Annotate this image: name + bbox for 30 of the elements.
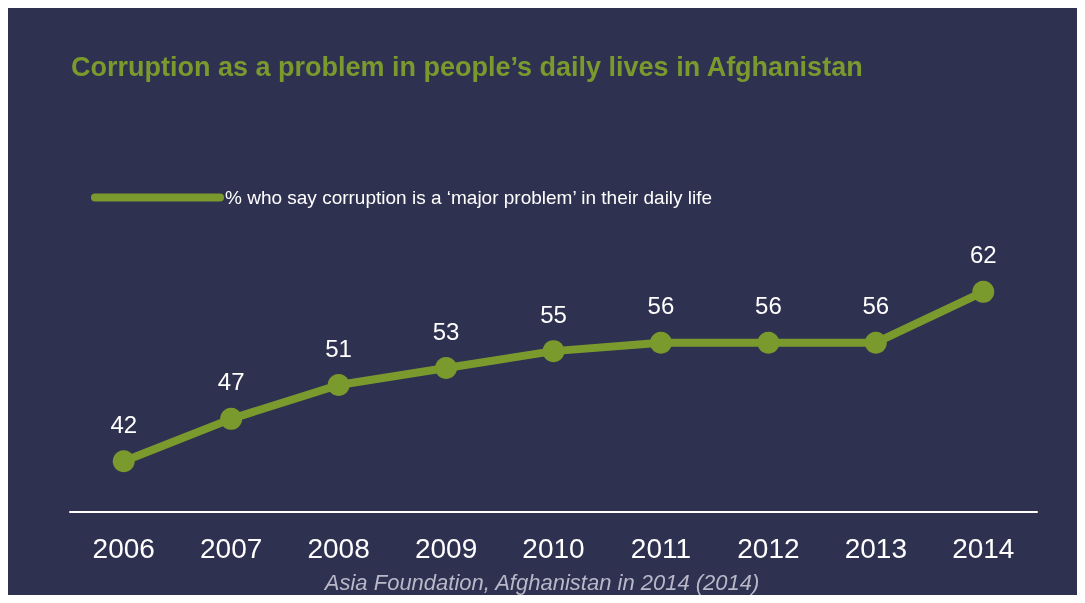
point (864, 331, 887, 354)
data-label: 56 (755, 292, 782, 320)
point (649, 331, 672, 354)
x-tick-label: 2012 (737, 532, 800, 564)
text: % who say corruption is a ‘major problem’ in their daily life (225, 187, 713, 208)
data-label: 51 (325, 334, 352, 362)
x-tick-label: 2007 (200, 532, 263, 564)
data-label: 56 (647, 292, 675, 320)
x-tick-label: 2009 (414, 532, 478, 564)
point (435, 357, 458, 380)
chart-title: Corruption as a problem in people’s daily lives in Afghanistan (71, 51, 863, 82)
text: Asia Foundation, Afghanistan in 2014 (2014) (322, 569, 760, 595)
point (327, 374, 350, 396)
x-tick-label: 2011 (630, 532, 692, 564)
data-label: 56 (862, 292, 890, 320)
x-tick-label: 2006 (92, 532, 155, 564)
point (220, 407, 243, 430)
point (112, 450, 135, 473)
data-label: 62 (969, 241, 997, 269)
x-tick-label: 2014 (952, 532, 1015, 564)
point (972, 280, 995, 303)
point (542, 340, 565, 363)
data-label: 53 (432, 317, 460, 345)
x-tick-label: 2013 (844, 532, 907, 564)
point (757, 331, 780, 354)
x-tick-label: 2008 (307, 532, 370, 564)
data-label: 47 (217, 368, 245, 396)
x-tick-label: 2010 (522, 532, 585, 564)
data-label: 55 (540, 300, 567, 328)
data-label: 42 (110, 410, 138, 438)
